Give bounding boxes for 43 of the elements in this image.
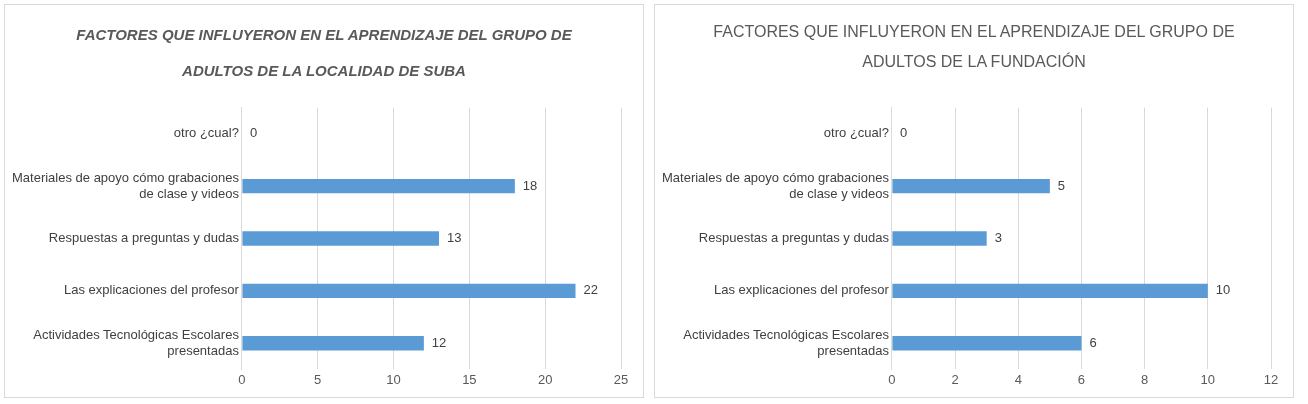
y-tick-label: Materiales de apoyo cómo grabaciones de clase y videos (11, 169, 240, 201)
x-tick-label: 20 (537, 371, 553, 387)
data-label: 5 (1057, 177, 1066, 193)
y-tick-label: Materiales de apoyo cómo grabaciones de clase y videos (661, 169, 890, 201)
bar (242, 283, 576, 299)
y-tick-label: otro ¿cual? (173, 125, 239, 141)
data-label: 0 (249, 125, 258, 141)
y-tick-label: otro ¿cual? (823, 125, 889, 141)
x-tick-label: 0 (888, 371, 896, 387)
data-label: 10 (1215, 282, 1231, 298)
y-tick-label: Respuestas a preguntas y dudas (698, 230, 890, 246)
data-label: 12 (431, 334, 447, 350)
bar (892, 178, 1050, 194)
x-tick-label: 12 (1263, 371, 1279, 387)
bar (242, 231, 440, 246)
data-label: 6 (1089, 334, 1097, 350)
x-tick-label: 8 (1141, 371, 1149, 387)
y-tick-label: Las explicaciones del profesor (714, 282, 890, 298)
bar (892, 231, 987, 246)
chart-title: FACTORES QUE INFLUYERON EN EL APRENDIZAJE DEL GRUPO DE ADULTOS DE LA LOCALIDAD DE SUBA (76, 26, 572, 79)
x-tick-label: 10 (386, 371, 401, 387)
data-label: 3 (994, 230, 1002, 246)
x-tick-label: 15 (462, 371, 477, 387)
data-label: 22 (583, 282, 598, 298)
x-tick-label: 25 (613, 371, 629, 387)
data-label: 13 (447, 230, 462, 246)
x-tick-label: 2 (951, 371, 959, 387)
bar (892, 283, 1208, 299)
y-tick-label: Las explicaciones del profesor (64, 282, 240, 298)
bar (892, 336, 1082, 351)
y-tick-label: Respuestas a preguntas y dudas (48, 230, 240, 246)
y-tick-label: Actividades Tecnológicas Escolares presentadas (33, 327, 240, 358)
x-tick-label: 10 (1200, 371, 1216, 387)
chart-title: FACTORES QUE INFLUYERON EN EL APRENDIZAJE DEL GRUPO DE ADULTOS DE LA FUNDACIÓN (712, 22, 1236, 72)
data-label: 0 (899, 125, 908, 141)
bar (242, 336, 424, 351)
x-tick-label: 0 (238, 371, 246, 387)
bar (242, 178, 515, 194)
x-tick-label: 5 (314, 371, 322, 387)
x-tick-label: 6 (1077, 371, 1086, 387)
x-tick-label: 4 (1014, 371, 1022, 387)
data-label: 18 (522, 177, 538, 193)
y-tick-label: Actividades Tecnológicas Escolares presentadas (683, 327, 890, 358)
